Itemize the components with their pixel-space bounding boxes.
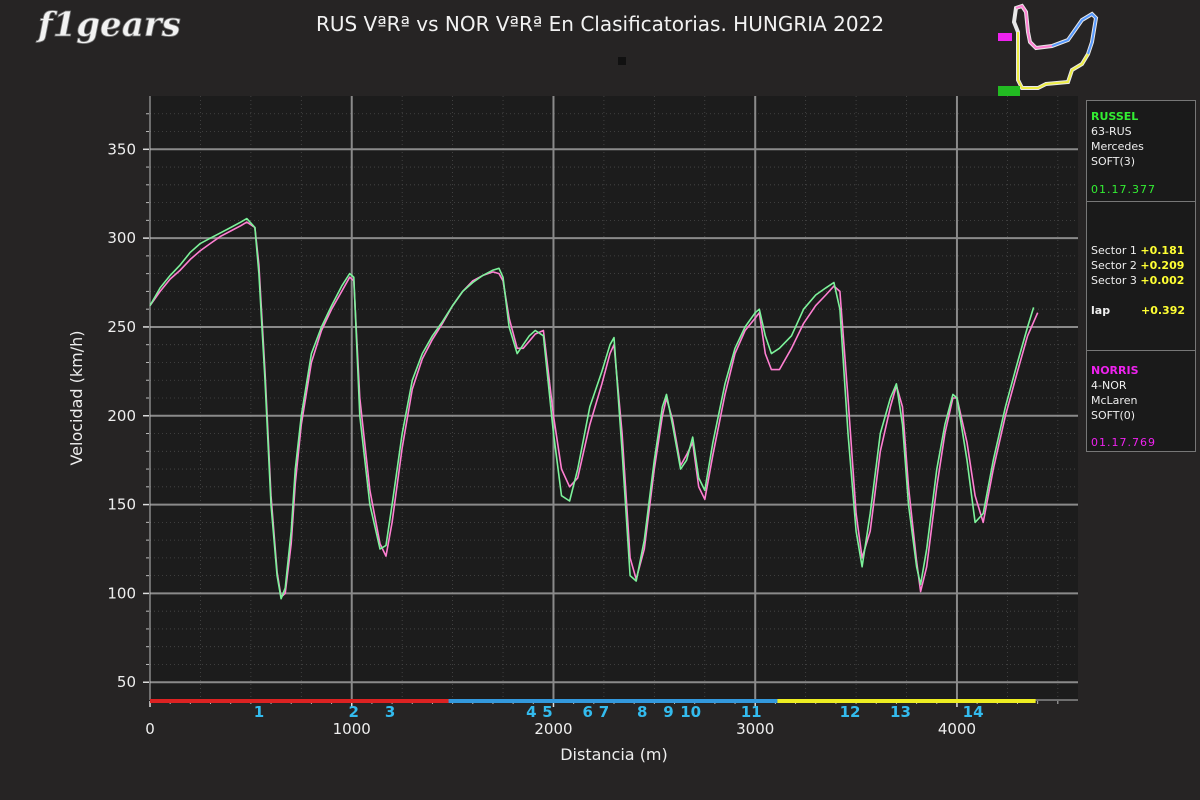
norris-marker <box>998 33 1012 41</box>
y-tick-label: 50 <box>117 673 136 691</box>
driver1-name: RUSSEL <box>1091 110 1139 123</box>
driver1-team: Mercedes <box>1091 140 1144 153</box>
y-tick-label: 250 <box>107 318 136 336</box>
x-tick-label: 2000 <box>534 720 572 738</box>
sector1-value: +0.181 <box>1140 244 1185 257</box>
driver1-info: RUSSEL 63-RUS Mercedes SOFT(3) 01.17.377 <box>1087 101 1195 201</box>
lap-delta-value: +0.392 <box>1141 304 1186 317</box>
russel-marker <box>998 86 1020 96</box>
chart-title: RUS VªRª vs NOR VªRª En Clasificatorias.… <box>315 12 885 36</box>
driver2-code: 4-NOR <box>1091 379 1127 392</box>
turn-label: 1 <box>254 703 264 721</box>
x-axis-label: Distancia (m) <box>560 745 668 764</box>
sector1-label: Sector 1 <box>1091 244 1137 257</box>
sector2-label: Sector 2 <box>1091 259 1137 272</box>
logo-text: f1gears <box>36 5 181 45</box>
sector3-label: Sector 3 <box>1091 274 1137 287</box>
sector2-value: +0.209 <box>1140 259 1185 272</box>
driver2-tyre: SOFT(0) <box>1091 409 1136 422</box>
y-tick-label: 350 <box>107 140 136 158</box>
info-panel: RUSSEL 63-RUS Mercedes SOFT(3) 01.17.377… <box>1086 100 1196 452</box>
driver1-laptime: 01.17.377 <box>1091 183 1156 196</box>
turn-label: 5 <box>542 703 552 721</box>
divider <box>1087 201 1195 202</box>
x-tick-label: 4000 <box>938 720 976 738</box>
y-tick-label: 200 <box>107 407 136 425</box>
y-tick-label: 150 <box>107 496 136 514</box>
turn-label: 12 <box>840 703 861 721</box>
driver2-team: McLaren <box>1091 394 1138 407</box>
turn-label: 14 <box>963 703 984 721</box>
f1gears-logo: f1gears <box>34 2 194 54</box>
turn-label: 2 <box>349 703 359 721</box>
driver2-info: NORRIS 4-NOR McLaren SOFT(0) 01.17.769 <box>1087 351 1195 451</box>
sector3-delta: Sector 3 +0.002 <box>1091 274 1184 287</box>
speed-line-russel <box>149 217 1035 600</box>
turn-label: 3 <box>385 703 395 721</box>
sector3-value: +0.002 <box>1140 274 1185 287</box>
y-axis-label: Velocidad (km/h) <box>67 330 86 465</box>
y-tick-label: 100 <box>107 584 136 602</box>
x-tick-label: 1000 <box>333 720 371 738</box>
turn-label: 6 <box>583 703 593 721</box>
speed-line-norris <box>149 221 1039 598</box>
turn-label: 9 <box>663 703 673 721</box>
driver1-tyre: SOFT(3) <box>1091 155 1136 168</box>
turn-label: 7 <box>599 703 609 721</box>
legend-marker <box>618 57 626 65</box>
x-tick-label: 0 <box>145 720 155 738</box>
lap-delta-label: lap <box>1091 304 1111 317</box>
driver2-laptime: 01.17.769 <box>1091 436 1156 449</box>
x-tick-label: 3000 <box>736 720 774 738</box>
divider <box>1087 350 1195 351</box>
driver1-code: 63-RUS <box>1091 125 1132 138</box>
y-tick-label: 300 <box>107 229 136 247</box>
turn-label: 11 <box>741 703 762 721</box>
turn-label: 8 <box>637 703 647 721</box>
sector2-delta: Sector 2 +0.209 <box>1091 259 1184 272</box>
delta-info: Sector 1 +0.181 Sector 2 +0.209 Sector 3… <box>1087 202 1195 350</box>
turn-label: 13 <box>890 703 911 721</box>
turn-label: 4 <box>526 703 536 721</box>
turn-label: 10 <box>680 703 701 721</box>
sector1-delta: Sector 1 +0.181 <box>1091 244 1184 257</box>
track-map <box>992 2 1112 104</box>
driver2-name: NORRIS <box>1091 364 1139 377</box>
